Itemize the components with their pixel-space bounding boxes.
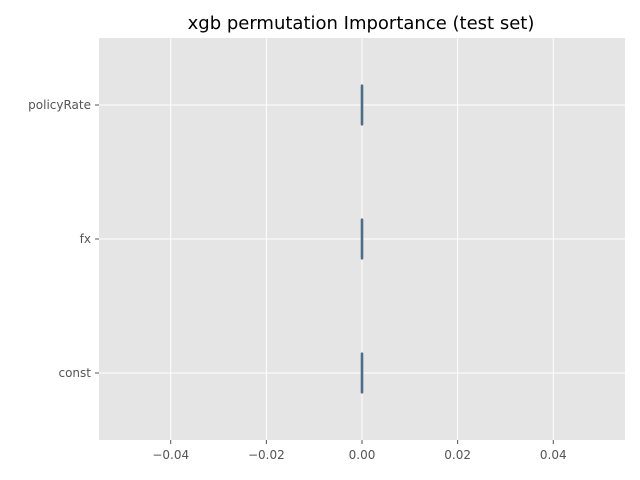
x-tick-label: 0.02 xyxy=(444,448,471,462)
y-tick-label: const xyxy=(58,366,91,380)
chart-title: xgb permutation Importance (test set) xyxy=(188,13,535,34)
x-axis: −0.04 −0.02 0.00 0.02 0.04 xyxy=(152,440,567,462)
y-tick-label: fx xyxy=(80,232,91,246)
x-tick-label: −0.04 xyxy=(152,448,189,462)
x-tick-label: 0.04 xyxy=(540,448,567,462)
box-series xyxy=(360,84,364,394)
x-tick-label: 0.00 xyxy=(349,448,376,462)
y-axis: policyRate fx const xyxy=(28,98,99,380)
y-tick-label: policyRate xyxy=(28,98,91,112)
x-tick-label: −0.02 xyxy=(248,448,285,462)
